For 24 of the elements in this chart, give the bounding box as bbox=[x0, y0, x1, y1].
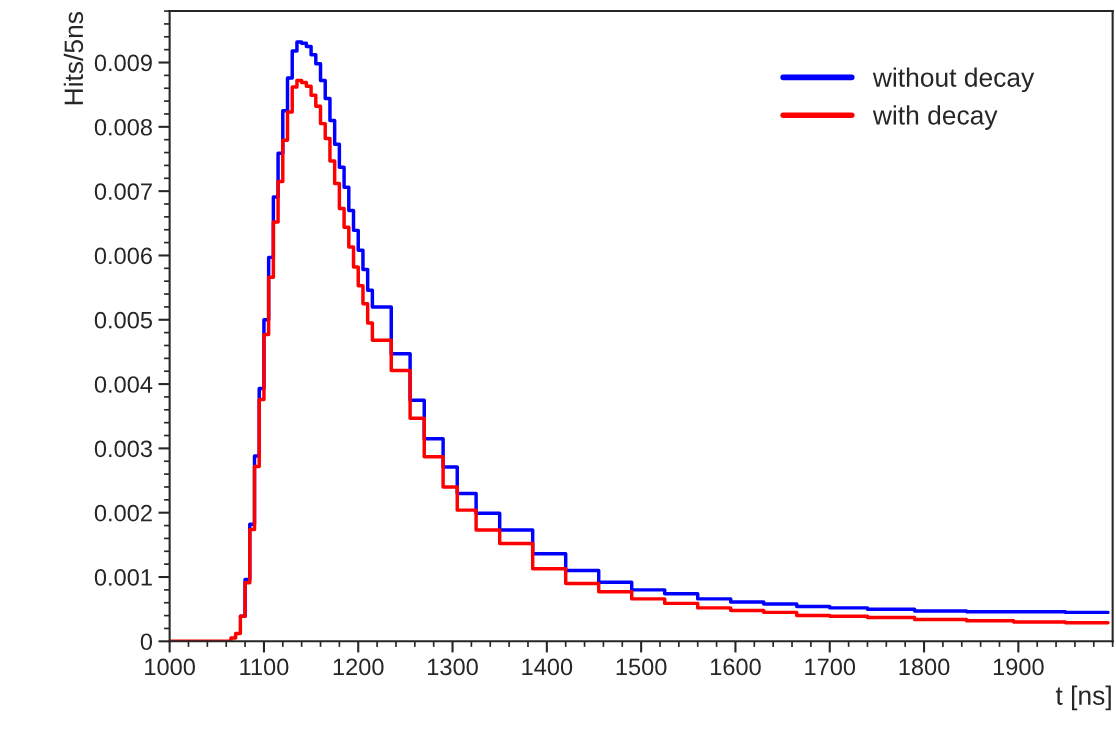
y-tick-label: 0.002 bbox=[94, 504, 152, 522]
x-tick-label: 1100 bbox=[240, 658, 289, 676]
x-tick-label: 1200 bbox=[333, 658, 384, 676]
y-axis-title: Hits/5ns bbox=[63, 12, 84, 105]
x-tick-label: 1500 bbox=[616, 658, 667, 676]
y-tick-label: 0 bbox=[140, 633, 153, 651]
x-tick-label: 1900 bbox=[993, 658, 1044, 676]
y-tick-label: 0.008 bbox=[94, 118, 152, 136]
legend-label: without decay bbox=[872, 67, 1035, 93]
y-tick-label: 0.005 bbox=[94, 311, 152, 329]
y-tick-label: 0.001 bbox=[94, 569, 152, 586]
y-tick-label: 0.004 bbox=[94, 376, 153, 393]
legend-label: with decay bbox=[872, 105, 998, 130]
x-axis-title: t [ns] bbox=[1055, 685, 1111, 711]
x-tick-label: 1700 bbox=[805, 658, 856, 676]
x-tick-label: 1300 bbox=[428, 658, 478, 676]
x-tick-label: 1600 bbox=[710, 658, 761, 676]
y-tick-label: 0.007 bbox=[94, 183, 152, 200]
y-tick-label: 0.006 bbox=[94, 247, 152, 265]
y-tick-label: 0.003 bbox=[94, 440, 152, 458]
y-tick-label: 0.009 bbox=[94, 54, 152, 72]
x-tick-label: 1800 bbox=[899, 658, 950, 676]
x-tick-label: 1400 bbox=[522, 658, 573, 676]
x-tick-label: 1000 bbox=[145, 658, 195, 676]
